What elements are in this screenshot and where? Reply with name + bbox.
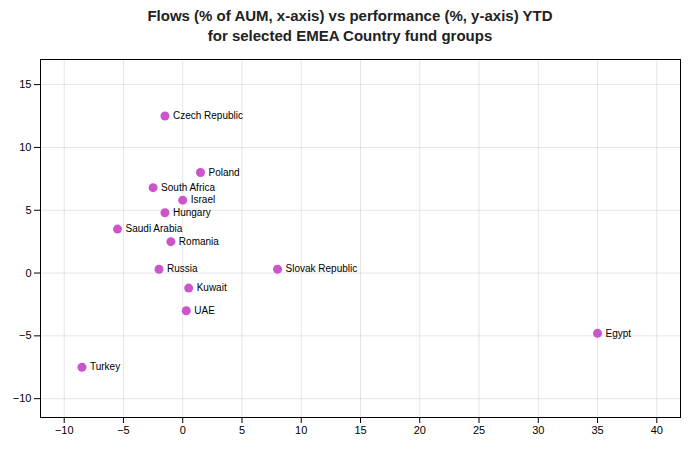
svg-text:Russia: Russia — [167, 263, 198, 274]
svg-text:−10: −10 — [13, 392, 32, 404]
svg-text:5: 5 — [25, 204, 31, 216]
svg-text:Hungary: Hungary — [173, 207, 211, 218]
svg-text:Israel: Israel — [191, 194, 215, 205]
html-text:Flows (% of AUM, x-axis) vs pe: Flows (% of AUM, x-axis) vs performance … — [147, 7, 553, 44]
svg-text:0: 0 — [25, 267, 31, 279]
svg-text:15: 15 — [354, 424, 366, 436]
svg-text:20: 20 — [414, 424, 426, 436]
svg-text:10: 10 — [295, 424, 307, 436]
svg-text:Egypt: Egypt — [606, 328, 632, 339]
svg-text:UAE: UAE — [194, 305, 215, 316]
svg-text:35: 35 — [591, 424, 603, 436]
svg-text:Kuwait: Kuwait — [197, 282, 227, 293]
svg-text:Romania: Romania — [179, 236, 219, 247]
svg-text:25: 25 — [473, 424, 485, 436]
svg-text:Poland: Poland — [209, 167, 240, 178]
svg-text:40: 40 — [651, 424, 663, 436]
svg-text:−5: −5 — [19, 329, 32, 341]
svg-text:Turkey: Turkey — [90, 361, 120, 372]
svg-text:Saudi Arabia: Saudi Arabia — [126, 223, 183, 234]
svg-text:Slovak Republic: Slovak Republic — [286, 263, 358, 274]
svg-text:15: 15 — [19, 78, 31, 90]
svg-text:10: 10 — [19, 141, 31, 153]
svg-text:−10: −10 — [55, 424, 74, 436]
svg-text:30: 30 — [532, 424, 544, 436]
svg-text:Czech Republic: Czech Republic — [173, 110, 243, 121]
svg-text:−5: −5 — [117, 424, 130, 436]
svg-text:5: 5 — [239, 424, 245, 436]
svg-text:South Africa: South Africa — [161, 182, 215, 193]
svg-text:0: 0 — [180, 424, 186, 436]
